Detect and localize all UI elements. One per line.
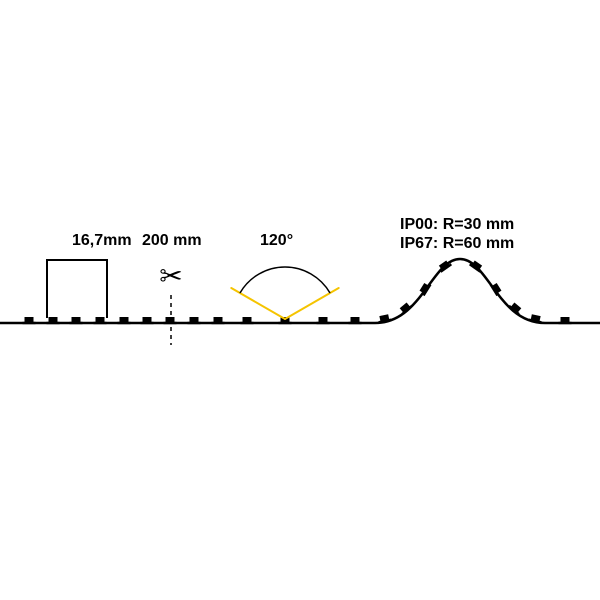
label-bend-radius-1: IP00: R=30 mm (400, 216, 514, 233)
beam-arc (240, 267, 330, 293)
label-cut-interval: 200 mm (142, 232, 202, 249)
label-beam-angle: 120° (260, 232, 293, 249)
scissors-icon: ✂ (159, 260, 182, 291)
pitch-bracket (47, 260, 107, 318)
label-pitch: 16,7mm (72, 232, 132, 249)
label-bend-radius-2: IP67: R=60 mm (400, 235, 514, 252)
led-strip-diagram: ✂ 16,7mm 200 mm 120° IP00: R=30 mm IP67:… (0, 0, 600, 600)
led-group-bump (377, 259, 571, 324)
